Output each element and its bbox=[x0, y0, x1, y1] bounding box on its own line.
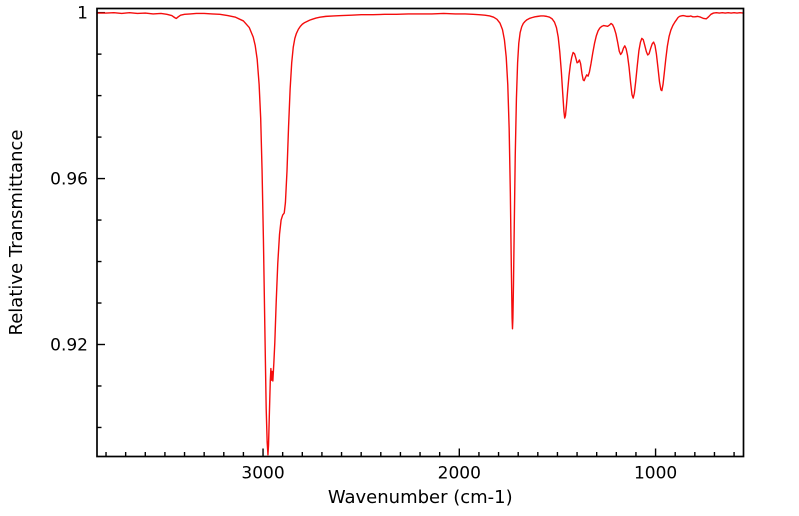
axis-tick-labels: 3000 2000 1000 1 0.96 0.92 bbox=[50, 4, 677, 484]
y-tick-label: 0.96 bbox=[50, 170, 88, 190]
y-axis-label: Relative Transmittance bbox=[6, 130, 27, 336]
x-tick-label: 2000 bbox=[438, 464, 481, 484]
x-tick-label: 3000 bbox=[241, 464, 284, 484]
spectrum-line bbox=[96, 11, 745, 456]
plot-border bbox=[96, 7, 745, 458]
x-axis-label: Wavenumber (cm-1) bbox=[328, 487, 513, 508]
y-tick-label: 0.92 bbox=[50, 336, 88, 356]
x-tick-label: 1000 bbox=[634, 464, 677, 484]
y-tick-label: 1 bbox=[77, 4, 88, 24]
plot-background bbox=[97, 8, 744, 457]
